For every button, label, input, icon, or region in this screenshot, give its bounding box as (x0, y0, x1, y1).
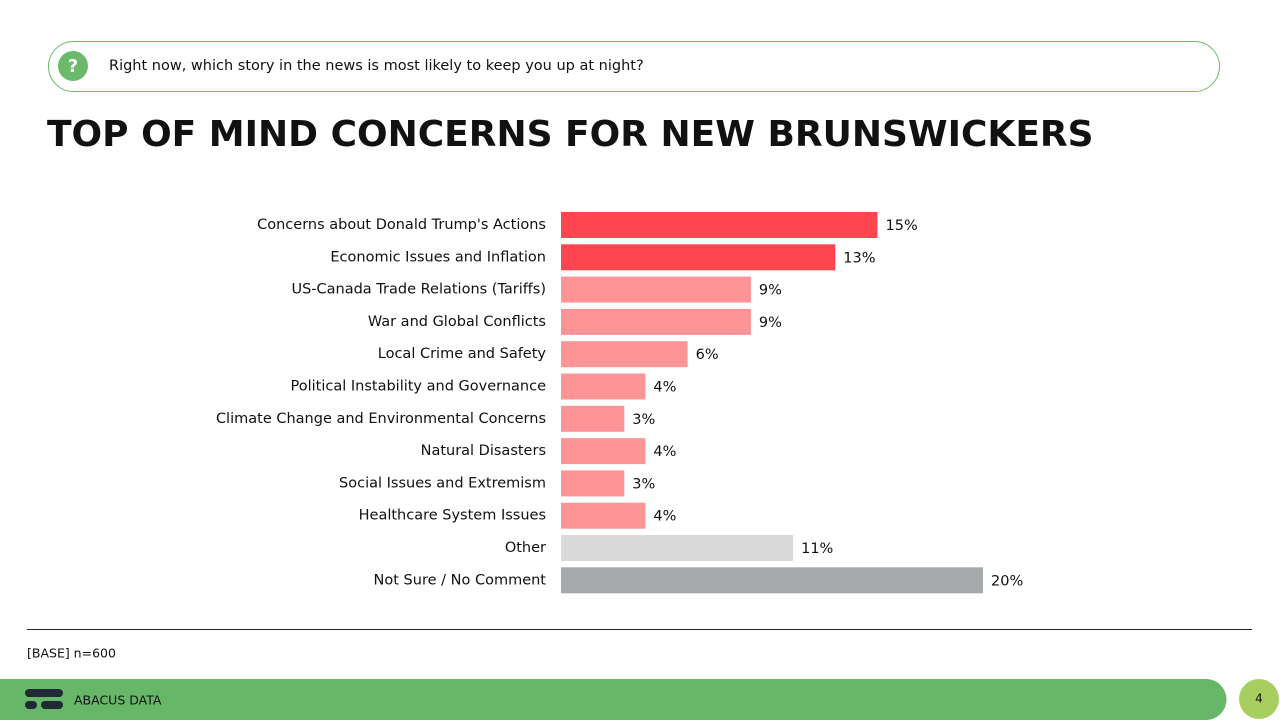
chart-title: TOP OF MIND CONCERNS FOR NEW BRUNSWICKER… (47, 114, 1094, 155)
bar (561, 341, 688, 368)
category-label: Concerns about Donald Trump's Actions (257, 217, 546, 233)
category-label: Climate Change and Environmental Concern… (216, 411, 546, 427)
value-label: 9% (759, 315, 782, 331)
brand: ABACUS DATA (74, 693, 162, 708)
category-label: US-Canada Trade Relations (Tariffs) (291, 282, 546, 298)
category-label: Healthcare System Issues (359, 508, 546, 524)
page-number: 4 (1255, 692, 1263, 706)
value-label: 13% (843, 250, 875, 266)
bar (561, 470, 625, 497)
value-label: 6% (696, 347, 719, 363)
category-label: Local Crime and Safety (378, 346, 547, 362)
category-label: Other (505, 540, 546, 556)
value-label: 3% (632, 412, 655, 428)
footer-bar (0, 679, 1227, 720)
bar (561, 244, 836, 271)
category-label: Not Sure / No Comment (374, 572, 547, 588)
bar (561, 535, 794, 561)
bar (561, 438, 646, 465)
logo (25, 689, 63, 709)
bar (561, 502, 646, 529)
question-box (48, 41, 1220, 92)
page-badge (1239, 679, 1279, 719)
bar (561, 276, 751, 303)
bar (561, 212, 878, 238)
plot: Concerns about Donald Trump's Actions 15%… (216, 212, 1023, 594)
bar (561, 373, 646, 400)
category-label: Natural Disasters (421, 443, 546, 459)
category-label: Political Instability and Governance (291, 379, 547, 395)
value-label: 9% (759, 283, 782, 299)
bar (561, 308, 751, 335)
value-label: 4% (653, 509, 676, 525)
value-label: 3% (632, 476, 655, 492)
bar (561, 567, 983, 594)
question-icon (58, 51, 88, 81)
category-label: War and Global Conflicts (368, 314, 546, 330)
base-note: [BASE] n=600 (27, 646, 116, 661)
value-label: 20% (991, 573, 1023, 589)
category-label: Economic Issues and Inflation (330, 249, 546, 265)
value-label: 4% (653, 380, 676, 396)
value-label: 15% (886, 218, 918, 234)
value-label: 11% (801, 541, 833, 557)
value-label: 4% (653, 444, 676, 460)
question: Right now, which story in the news is mo… (109, 58, 644, 74)
question-icon-mark: ? (68, 56, 78, 77)
category-label: Social Issues and Extremism (339, 475, 546, 491)
bar (561, 405, 625, 432)
